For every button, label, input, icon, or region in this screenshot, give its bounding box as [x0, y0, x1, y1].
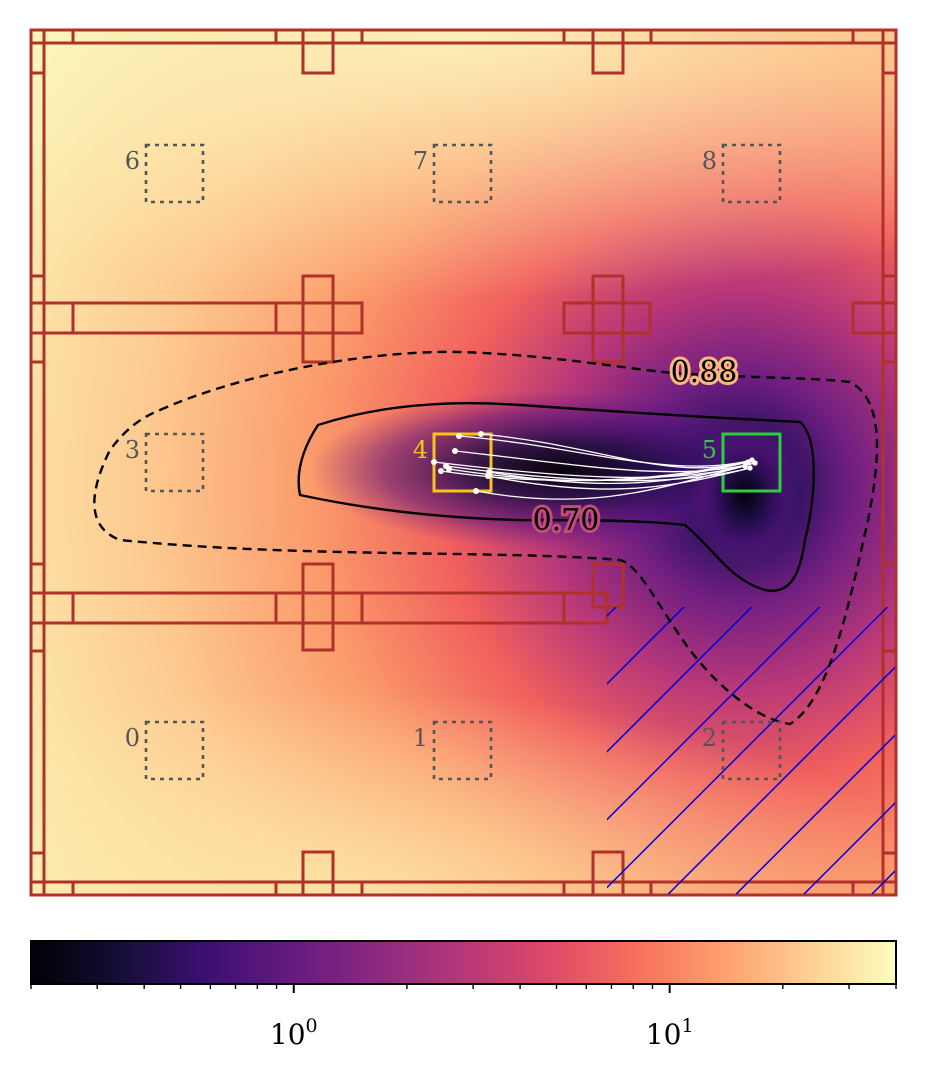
wall-segment [591, 274, 625, 364]
region-box [721, 432, 782, 493]
colorbar-bar [30, 940, 897, 985]
trajectory-start-point [452, 448, 458, 454]
region-label: 5 [702, 436, 717, 464]
trajectory-start-point [473, 488, 479, 494]
wall-segment [274, 591, 364, 625]
contour-0.88 [93, 350, 879, 726]
colorbar-tick-label: 100 [270, 1015, 318, 1051]
region-8: 8 [702, 143, 782, 204]
contour-label-0.88: 0.88 [671, 355, 738, 390]
contour-label-0.70: 0.70 [533, 503, 600, 538]
trajectory-path [458, 435, 753, 467]
heatmap-low-core [310, 390, 810, 550]
trajectory-start-point [438, 468, 444, 474]
region-label: 1 [413, 724, 428, 752]
wall-segment [301, 562, 335, 652]
region-label: 3 [125, 436, 140, 464]
trajectory-start-point [478, 431, 484, 437]
region-box [144, 432, 205, 493]
trajectory-start-point [446, 466, 452, 472]
trajectories [431, 431, 758, 500]
region-2: 2 [702, 720, 782, 781]
colorbar-ticks: 100 101 [30, 984, 897, 1051]
region-label: 7 [413, 147, 428, 175]
trajectory-end-point [742, 463, 748, 469]
region-0: 0 [125, 720, 205, 781]
wall-segment [562, 301, 652, 335]
region-1: 1 [413, 720, 493, 781]
trajectory-start-point [485, 473, 491, 479]
trajectory-path [448, 461, 749, 482]
region-box [144, 143, 205, 204]
contour-0.70 [297, 402, 815, 592]
region-6: 6 [125, 143, 205, 204]
region-box [721, 720, 782, 781]
region-label: 8 [702, 147, 717, 175]
trajectory-start-point [431, 459, 437, 465]
hatched-region [607, 607, 896, 895]
colorbar: 100 101 [30, 940, 897, 1051]
region-box [721, 143, 782, 204]
regions: 0 1 2 3 4 5 6 7 8 [125, 143, 782, 781]
region-label: 6 [125, 147, 140, 175]
trajectory-end-point [752, 460, 758, 466]
region-7: 7 [413, 143, 493, 204]
region-box [432, 720, 493, 781]
region-3: 3 [125, 432, 205, 493]
colorbar-tick-label: 101 [646, 1015, 694, 1051]
wall-segment [274, 301, 364, 335]
trajectory-start-point [456, 433, 462, 439]
region-box [432, 143, 493, 204]
axes-frame [30, 29, 897, 896]
trajectory-path [487, 467, 751, 490]
trajectory-path [488, 462, 756, 485]
trajectory-end-point [747, 465, 753, 471]
region-label: 4 [413, 436, 428, 464]
trajectory-end-point [745, 459, 751, 465]
wall-segment [301, 274, 335, 364]
region-label: 0 [125, 724, 140, 752]
trajectory-path [454, 450, 756, 473]
region-5: 5 [702, 432, 782, 493]
trajectory-path [475, 465, 746, 500]
region-box [144, 720, 205, 781]
region-label: 2 [702, 724, 717, 752]
